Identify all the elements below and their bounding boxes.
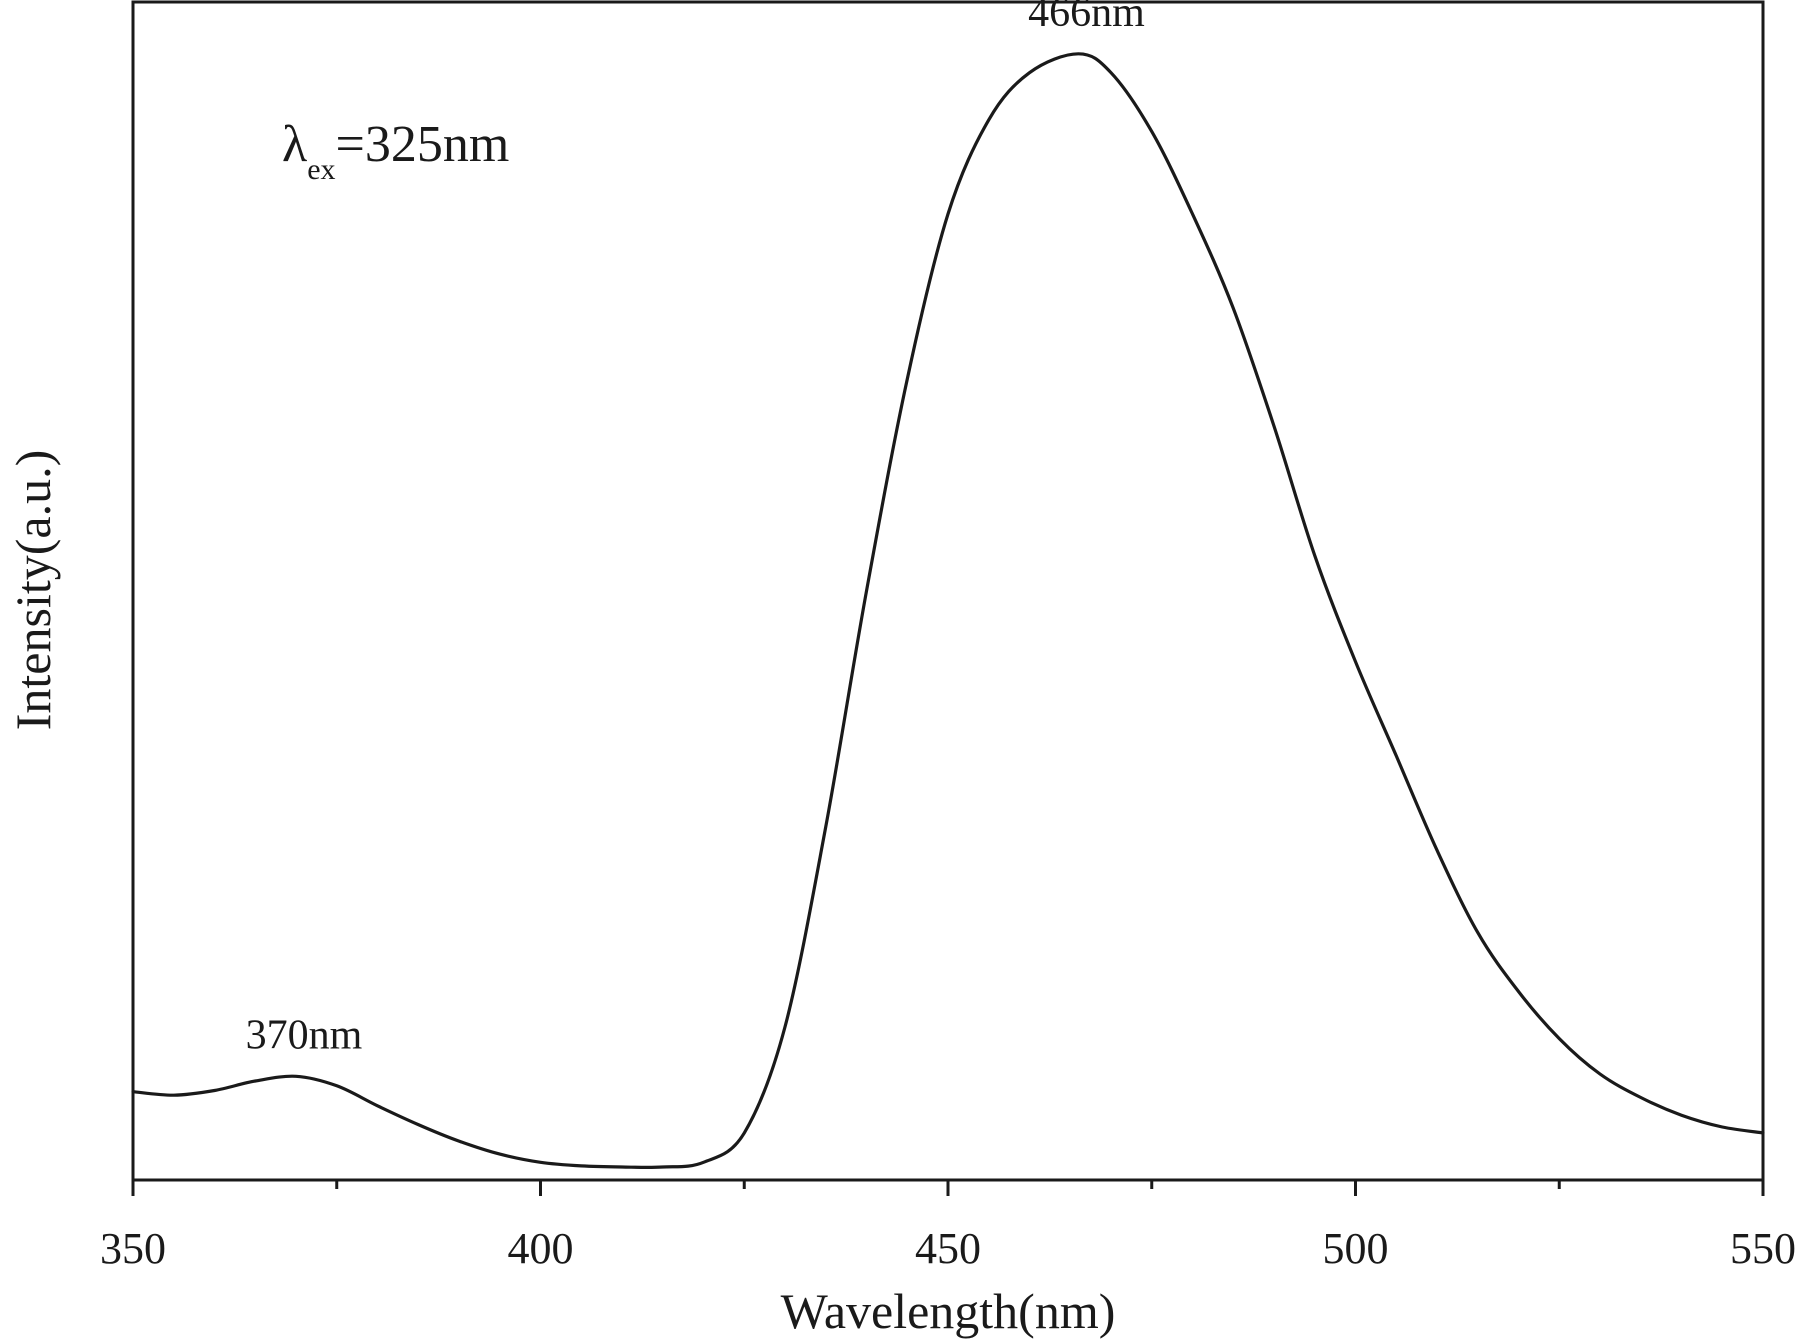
excitation-value: =325nm bbox=[336, 116, 510, 173]
peak-label-370nm: 370nm bbox=[246, 1012, 363, 1058]
x-axis-title: Wavelength(nm) bbox=[781, 1283, 1116, 1339]
x-tick-label: 500 bbox=[1323, 1224, 1389, 1273]
x-tick-label: 450 bbox=[915, 1224, 981, 1273]
excitation-wavelength-label: λex=325nm bbox=[282, 116, 509, 186]
plot-frame bbox=[131, 0, 1765, 1182]
x-axis-tick-labels: 350 400 450 500 550 bbox=[100, 1224, 1796, 1273]
excitation-lambda: λ bbox=[282, 116, 307, 173]
x-axis-ticks bbox=[131, 1180, 1765, 1196]
emission-curve bbox=[131, 52, 1765, 1170]
excitation-subscript: ex bbox=[307, 153, 335, 186]
peak-label-466nm: 466nm bbox=[1028, 0, 1145, 36]
x-tick-label: 400 bbox=[508, 1224, 574, 1273]
x-tick-label: 550 bbox=[1730, 1224, 1796, 1273]
y-axis-title: Intensity(a.u.) bbox=[5, 450, 61, 730]
x-tick-label: 350 bbox=[100, 1224, 166, 1273]
